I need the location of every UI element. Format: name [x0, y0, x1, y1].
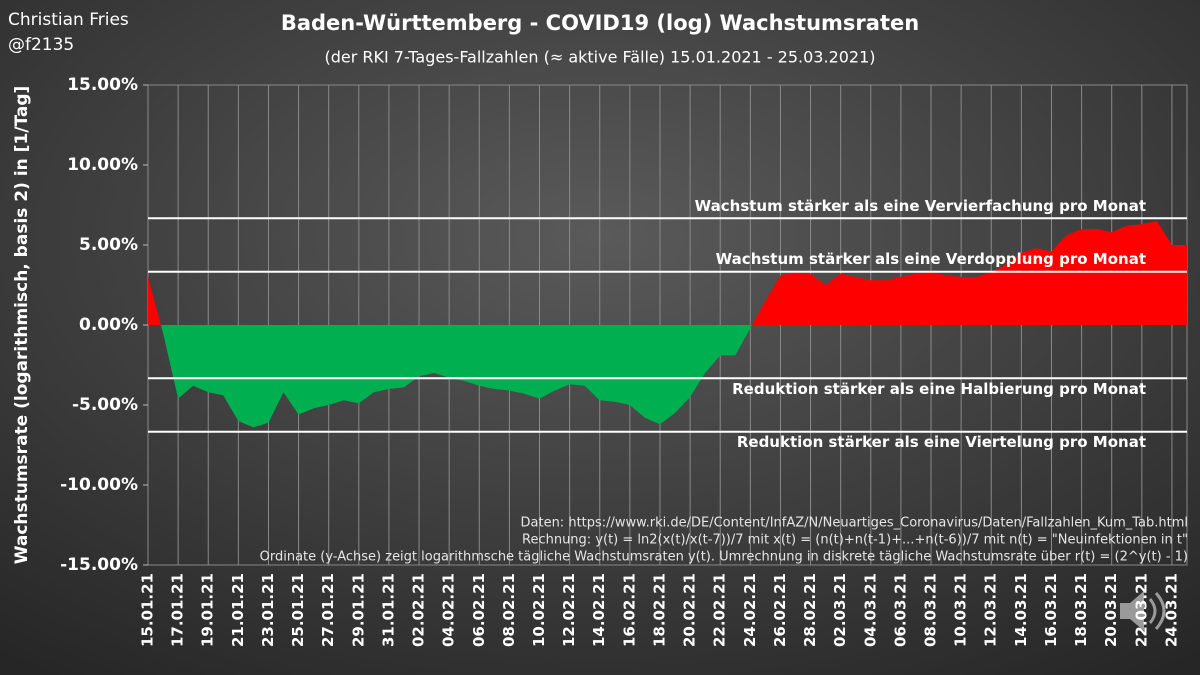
x-tick-label: 25.01.21 — [289, 573, 307, 647]
x-tick-label: 17.01.21 — [169, 573, 187, 647]
x-tick-label: 08.03.21 — [922, 573, 940, 647]
chart-title: Baden-Württemberg - COVID19 (log) Wachst… — [281, 11, 919, 35]
x-tick-label: 14.02.21 — [590, 573, 608, 647]
x-tick-label: 16.03.21 — [1042, 573, 1060, 647]
x-tick-label: 06.03.21 — [891, 573, 909, 647]
y-tick-label: -15.00% — [60, 555, 138, 575]
x-tick-label: 29.01.21 — [349, 573, 367, 647]
x-tick-label: 04.03.21 — [861, 573, 879, 647]
x-tick-label: 20.02.21 — [681, 573, 699, 647]
reference-label: Wachstum stärker als eine Vervierfachung… — [695, 197, 1146, 215]
x-tick-label: 02.02.21 — [410, 573, 428, 647]
y-tick-label: 5.00% — [79, 235, 138, 255]
x-tick-label: 10.03.21 — [952, 573, 970, 647]
y-tick-label: 15.00% — [67, 75, 138, 95]
x-tick-label: 24.03.21 — [1162, 573, 1180, 647]
x-tick-label: 12.03.21 — [982, 573, 1000, 647]
x-tick-label: 10.02.21 — [530, 573, 548, 647]
x-tick-label: 27.01.21 — [319, 573, 337, 647]
y-tick-label: 10.00% — [67, 155, 138, 175]
x-tick-label: 20.03.21 — [1102, 573, 1120, 647]
x-tick-label: 12.02.21 — [560, 573, 578, 647]
x-tick-label: 26.02.21 — [771, 573, 789, 647]
reference-label: Reduktion stärker als eine Halbierung pr… — [732, 380, 1146, 398]
y-tick-label: -10.00% — [60, 475, 138, 495]
reference-label: Wachstum stärker als eine Verdopplung pr… — [716, 250, 1146, 268]
x-tick-label: 18.03.21 — [1072, 573, 1090, 647]
handle: @f2135 — [8, 35, 74, 55]
x-tick-label: 15.01.21 — [139, 573, 157, 647]
x-tick-label: 24.02.21 — [741, 573, 759, 647]
x-tick-label: 22.03.21 — [1132, 573, 1150, 647]
x-tick-label: 19.01.21 — [199, 573, 217, 647]
x-tick-label: 22.02.21 — [711, 573, 729, 647]
x-tick-label: 08.02.21 — [500, 573, 518, 647]
x-tick-label: 06.02.21 — [470, 573, 488, 647]
x-tick-label: 21.01.21 — [229, 573, 247, 647]
x-tick-label: 02.03.21 — [831, 573, 849, 647]
note: Ordinate (y-Achse) zeigt logarithmsche t… — [260, 550, 1188, 565]
x-tick-label: 23.01.21 — [259, 573, 277, 647]
x-tick-label: 14.03.21 — [1012, 573, 1030, 647]
area-negative — [148, 325, 1187, 428]
speaker-icon — [1120, 591, 1166, 631]
x-tick-label: 28.02.21 — [801, 573, 819, 647]
chart-subtitle: (der RKI 7-Tages-Fallzahlen (≈ aktive Fä… — [324, 48, 875, 67]
x-tick-label: 16.02.21 — [620, 573, 638, 647]
x-tick-label: 18.02.21 — [650, 573, 668, 647]
y-tick-label: -5.00% — [72, 395, 138, 415]
author: Christian Fries — [8, 10, 129, 30]
note: Rechnung: y(t) = ln2(x(t)/x(t-7))/7 mit … — [522, 533, 1188, 548]
y-axis-label: Wachstumsrate (logarithmisch, basis 2) i… — [12, 86, 32, 565]
x-tick-label: 31.01.21 — [379, 573, 397, 647]
reference-label: Reduktion stärker als eine Viertelung pr… — [737, 433, 1146, 451]
note: Daten: https://www.rki.de/DE/Content/Inf… — [521, 516, 1189, 531]
x-tick-label: 04.02.21 — [440, 573, 458, 647]
y-tick-label: 0.00% — [79, 315, 138, 335]
area-positive — [148, 221, 1187, 325]
